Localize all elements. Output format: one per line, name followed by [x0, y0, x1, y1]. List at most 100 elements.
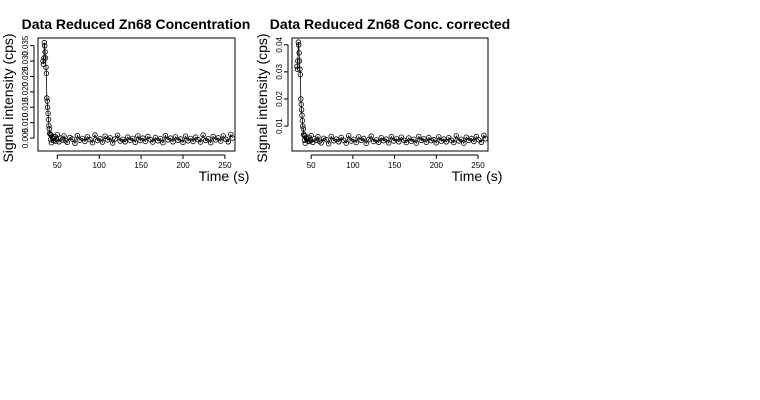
- data-point: [436, 134, 442, 140]
- data-point: [316, 138, 323, 144]
- data-point: [478, 139, 484, 145]
- data-point: [180, 139, 186, 146]
- data-point: [328, 133, 334, 140]
- data-point: [175, 137, 181, 143]
- data-point: [323, 136, 329, 143]
- data-point: [443, 139, 449, 145]
- data-point: [300, 123, 306, 129]
- y-tick-label: 0.01: [275, 118, 284, 134]
- data-point: [69, 136, 76, 142]
- data-point: [295, 39, 301, 45]
- data-point: [421, 136, 427, 142]
- data-point: [366, 136, 372, 143]
- y-tick-label: 0.02: [275, 91, 284, 107]
- data-point: [383, 136, 389, 142]
- data-point: [97, 135, 103, 142]
- plot-frame: [291, 37, 489, 152]
- y-tick-label: 0.020: [21, 81, 30, 102]
- data-point: [396, 139, 402, 145]
- data-point: [172, 134, 179, 140]
- data-point: [308, 132, 314, 139]
- series-line: [42, 42, 233, 145]
- data-point: [82, 138, 88, 145]
- y-tick-label: 0.010: [21, 112, 30, 133]
- y-tick-label: 0.035: [21, 35, 30, 56]
- data-point: [296, 58, 303, 64]
- data-point: [297, 66, 303, 72]
- data-point: [42, 55, 49, 61]
- data-point: [356, 134, 362, 140]
- x-tick-label: 100: [93, 161, 107, 170]
- data-point: [376, 139, 382, 145]
- data-point: [44, 98, 50, 104]
- data-point: [42, 43, 48, 49]
- data-point: [64, 139, 70, 146]
- data-point: [413, 140, 419, 146]
- data-point: [294, 66, 301, 72]
- data-point: [129, 135, 136, 142]
- data-point: [318, 140, 324, 146]
- data-point: [363, 140, 369, 147]
- data-point: [296, 50, 302, 56]
- data-point: [326, 140, 332, 147]
- data-point: [386, 140, 392, 146]
- data-point: [72, 140, 78, 146]
- data-point: [74, 132, 81, 139]
- data-point: [217, 138, 224, 144]
- data-point: [162, 132, 169, 139]
- data-point: [451, 139, 457, 146]
- data-point: [298, 107, 305, 113]
- data-point: [388, 133, 394, 140]
- data-point: [200, 132, 206, 138]
- x-tick-label: 200: [176, 161, 190, 170]
- x-tick-label: 150: [388, 161, 402, 170]
- data-point: [140, 135, 146, 141]
- data-point: [92, 132, 98, 138]
- data-point: [197, 139, 204, 145]
- data-point: [300, 126, 306, 132]
- data-point: [112, 136, 118, 142]
- data-point: [298, 101, 304, 108]
- data-point: [54, 131, 60, 138]
- data-point: [403, 139, 409, 146]
- data-point: [315, 133, 321, 140]
- x-tick-label: 250: [471, 161, 485, 170]
- data-point: [107, 135, 113, 141]
- data-point: [41, 55, 47, 61]
- data-point: [225, 139, 231, 145]
- data-point: [461, 140, 467, 146]
- data-point: [433, 140, 439, 146]
- y-tick-label: 0.03: [275, 64, 284, 80]
- data-point: [353, 139, 359, 146]
- data-point: [343, 140, 349, 146]
- data-point: [89, 139, 96, 146]
- chart-panel-corrected: Data Reduced Zn68 Conc. corrected Signal…: [254, 16, 510, 184]
- data-point: [167, 135, 174, 141]
- data-point: [44, 95, 50, 101]
- data-point: [229, 135, 236, 141]
- y-tick-label: 0.030: [21, 51, 30, 72]
- data-point: [41, 39, 47, 46]
- x-axis-label: Time (s): [452, 168, 503, 184]
- data-point: [150, 139, 156, 145]
- data-point: [428, 137, 434, 144]
- data-point: [361, 135, 367, 142]
- chart-panel-concentration: Data Reduced Zn68 Concentration Signal i…: [0, 16, 250, 184]
- data-point: [294, 63, 300, 70]
- data-point: [109, 140, 116, 146]
- data-point: [45, 116, 52, 123]
- data-point: [122, 139, 128, 145]
- data-point: [43, 64, 49, 70]
- data-point: [207, 139, 214, 146]
- data-point: [295, 58, 301, 64]
- data-point: [299, 117, 306, 124]
- data-point: [220, 133, 226, 139]
- data-point: [210, 133, 216, 140]
- data-point: [205, 135, 211, 142]
- series-line: [296, 42, 486, 145]
- y-axis-label: Signal intensity (cps): [254, 33, 270, 162]
- chart-title: Data Reduced Zn68 Concentration: [22, 16, 251, 32]
- data-point: [43, 70, 50, 77]
- data-point: [170, 139, 176, 145]
- data-point: [482, 136, 489, 142]
